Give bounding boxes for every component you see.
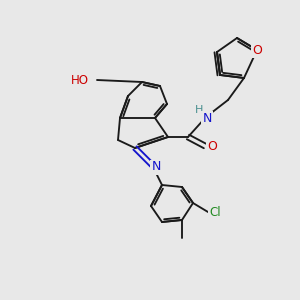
Text: N: N — [202, 112, 212, 124]
Text: HO: HO — [71, 74, 89, 86]
Text: O: O — [252, 44, 262, 56]
Text: H: H — [195, 105, 203, 115]
Text: O: O — [207, 140, 217, 152]
Text: N: N — [151, 160, 161, 173]
Text: Cl: Cl — [209, 206, 221, 218]
